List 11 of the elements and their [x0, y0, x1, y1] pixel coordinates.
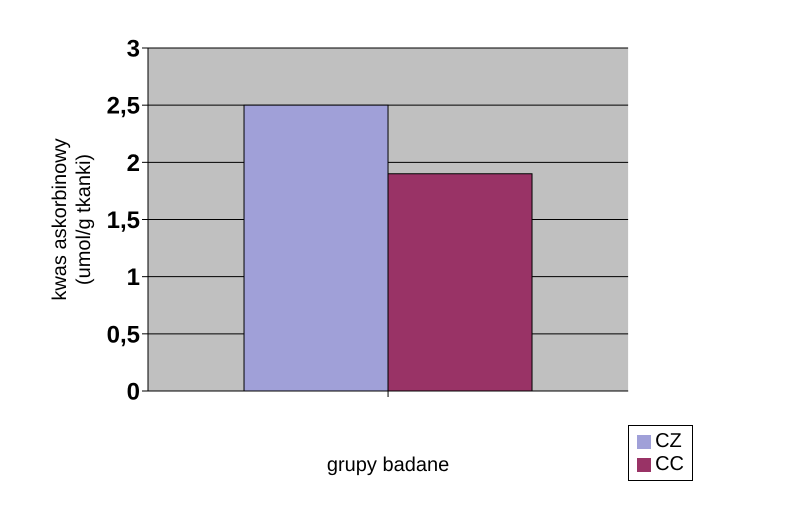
y-tick-label: 2 — [126, 150, 140, 177]
legend-label: CZ — [655, 430, 682, 453]
y-tick-label: 3 — [126, 36, 140, 63]
y-tick-label: 0,5 — [106, 321, 140, 348]
legend-label: CC — [655, 453, 684, 476]
y-tick-label: 2,5 — [106, 92, 140, 120]
y-axis-title: kwas askorbinowy (umol/g tkanki) — [49, 138, 95, 301]
y-tick-label: 0 — [126, 378, 140, 406]
y-tick-label: 1,5 — [106, 207, 140, 234]
x-axis-title: grupy badane — [326, 454, 450, 476]
y-tick-label: 1 — [126, 264, 140, 292]
